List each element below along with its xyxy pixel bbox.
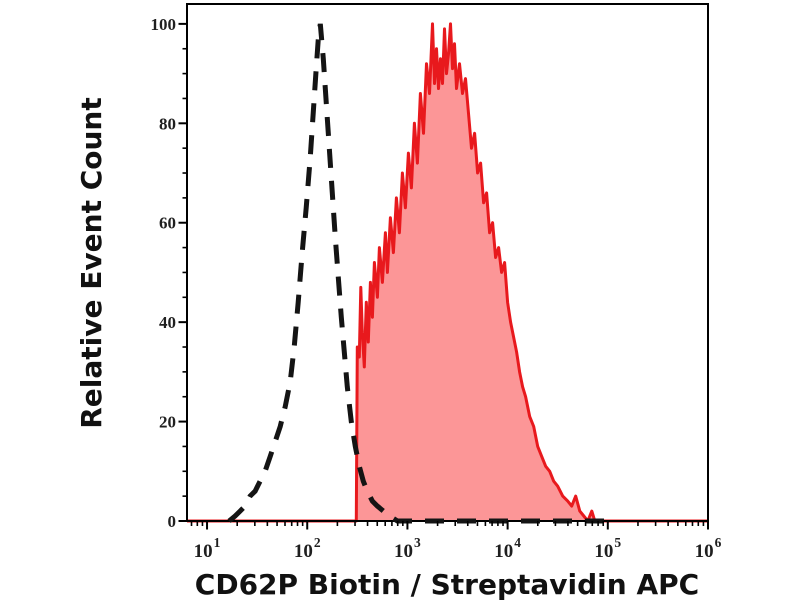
y-tick-label: 100 [151,15,177,34]
x-tick-label: 101 [194,535,221,562]
x-tick-label: 105 [594,535,621,562]
stained-histogram-layer [187,22,708,523]
x-axis-label: CD62P Biotin / Streptavidin APC [195,568,699,600]
y-tick-label: 60 [159,214,176,233]
y-tick-label: 20 [159,413,176,432]
axis-ticks [178,22,709,530]
stained-histogram-fill [187,23,708,522]
y-axis-label: Relative Event Count [75,97,108,429]
control-histogram-layer [227,23,608,524]
axis-tick-labels: 0 20 40 60 80 100 101 102 103 104 105 106 [151,15,722,562]
y-tick-label: 40 [159,313,176,332]
x-tick-label: 104 [494,535,521,562]
x-tick-label: 103 [394,535,421,562]
plot-border-box [186,3,709,522]
stained-histogram-curve [187,22,708,523]
y-tick-label: 0 [168,512,177,531]
y-tick-label: 80 [159,114,176,133]
x-tick-label: 102 [294,535,321,562]
x-tick-label: 106 [695,535,722,562]
control-histogram-curve [227,23,608,524]
